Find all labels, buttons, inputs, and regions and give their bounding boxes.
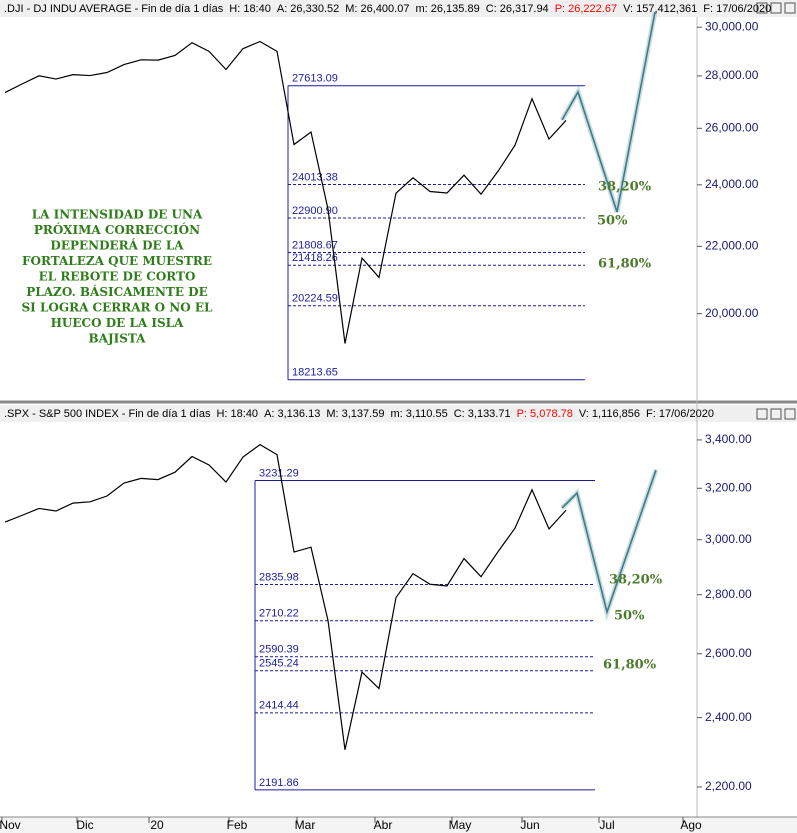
fib-annotation: 38,20% <box>598 180 652 195</box>
x-tick-label: Abr <box>374 818 393 832</box>
header-stat: H: 18:40 <box>216 408 258 420</box>
fib-level-label: 18213.65 <box>292 367 338 379</box>
close-button[interactable] <box>784 408 796 420</box>
y-tick-label: 2,800.00 <box>705 587 752 601</box>
y-tick-label: 3,200.00 <box>705 480 752 494</box>
x-tick-label: Mar <box>295 818 316 832</box>
y-tick-label: 26,000.00 <box>705 120 759 134</box>
header-stat: V: 157,412,361 <box>623 3 697 15</box>
price-line <box>4 443 567 750</box>
fib-level-label: 21418.26 <box>292 252 338 264</box>
header-text: .DJI - DJ INDU AVERAGE - Fin de día 1 dí… <box>4 3 771 15</box>
maximize-button[interactable] <box>770 2 782 14</box>
note-line: FORTALEZA QUE MUESTRE <box>22 254 212 268</box>
y-tick-label: 3,000.00 <box>705 532 752 546</box>
minimize-button[interactable] <box>756 408 768 420</box>
header-stat: F: 17/06/2020 <box>646 408 714 420</box>
fib-level-label: 2710.22 <box>259 608 299 620</box>
minimize-button[interactable] <box>756 2 768 14</box>
note-line: SI LOGRA CERRAR O NO EL <box>22 301 214 315</box>
header-title: .DJI - DJ INDU AVERAGE - Fin de día 1 dí… <box>4 3 224 15</box>
close-button[interactable] <box>784 2 796 14</box>
header-title: .SPX - S&P 500 INDEX - Fin de día 1 días <box>4 408 211 420</box>
header-stat: F: 17/06/2020 <box>703 3 771 15</box>
fib-annotation: 38,20% <box>609 573 663 588</box>
fib-level-label: 22900.90 <box>292 205 338 217</box>
header-text: .SPX - S&P 500 INDEX - Fin de día 1 días… <box>4 408 714 420</box>
fib-level-label: 2835.98 <box>259 571 299 583</box>
fib-annotation: 61,80% <box>603 658 657 673</box>
header-stat: A: 26,330.52 <box>277 3 339 15</box>
fib-annotation: 50% <box>597 214 628 229</box>
note-line: DEPENDERÁ DE LA <box>50 238 184 253</box>
y-tick-label: 3,400.00 <box>705 432 752 446</box>
header-stat: V: 1,116,856 <box>579 408 640 420</box>
fib-level-label: 2590.39 <box>259 644 299 656</box>
y-tick-label: 2,200.00 <box>705 779 752 793</box>
window-buttons[interactable] <box>756 2 796 420</box>
y-tick-label: 2,600.00 <box>705 646 752 660</box>
fib-annotation: 61,80% <box>598 257 652 272</box>
y-tick-label: 24,000.00 <box>705 177 759 191</box>
fib-annotation: 50% <box>614 609 645 624</box>
note-line: LA INTENSIDAD DE UNA <box>32 208 203 222</box>
x-tick-label: Jun <box>520 818 539 832</box>
price-line <box>4 40 567 344</box>
x-tick-label: 20 <box>150 818 164 832</box>
x-tick-label: Dic <box>76 818 93 832</box>
header-stat: C: 3,133.71 <box>454 408 511 420</box>
header-stat: M: 26,400.07 <box>345 3 409 15</box>
maximize-button[interactable] <box>770 408 782 420</box>
projection-arrow <box>561 469 657 615</box>
x-tick-label: Ago <box>680 818 702 832</box>
fib-level-label: 24013.38 <box>292 171 338 183</box>
header-stat: m: 3,110.55 <box>390 408 447 420</box>
note-line: EL REBOTE DE CORTO <box>39 270 196 284</box>
x-tick-label: May <box>449 818 472 832</box>
x-tick-label: Jul <box>599 818 614 832</box>
fib-level-label: 27613.09 <box>292 73 338 85</box>
fib-level-label: 2414.44 <box>259 700 299 712</box>
header-stat: m: 26,135.89 <box>415 3 479 15</box>
fib-level-label: 20224.59 <box>292 293 338 305</box>
y-tick-label: 22,000.00 <box>705 239 759 253</box>
note-line: HUECO DE LA ISLA <box>51 316 185 330</box>
fib-level-label: 3231.29 <box>259 467 299 479</box>
note-line: BAJISTA <box>89 332 147 346</box>
y-tick-label: 20,000.00 <box>705 306 759 320</box>
fib-level-label: 2545.24 <box>259 658 299 670</box>
note-line: PLAZO. BÁSICAMENTE DE <box>26 284 207 299</box>
header-stat: H: 18:40 <box>229 3 271 15</box>
header-stat: P: 5,078.78 <box>517 408 573 420</box>
header-stat: C: 26,317.94 <box>486 3 549 15</box>
header-stat: A: 3,136.13 <box>264 408 320 420</box>
header-stat: P: 26,222.67 <box>555 3 617 15</box>
header-bar <box>0 405 797 422</box>
header-bar <box>0 0 797 17</box>
x-tick-label: Feb <box>227 818 248 832</box>
y-tick-label: 28,000.00 <box>705 68 759 82</box>
y-tick-label: 2,400.00 <box>705 710 752 724</box>
note-line: PRÓXIMA CORRECCIÓN <box>34 221 200 237</box>
x-tick-label: Nov <box>0 818 21 832</box>
fib-level-label: 21808.67 <box>292 239 338 251</box>
x-axis-bar <box>0 817 797 833</box>
y-tick-label: 30,000.00 <box>705 19 759 33</box>
header-stat: M: 3,137.59 <box>326 408 384 420</box>
projection-arrow <box>561 11 656 213</box>
fib-level-label: 2191.86 <box>259 777 299 789</box>
